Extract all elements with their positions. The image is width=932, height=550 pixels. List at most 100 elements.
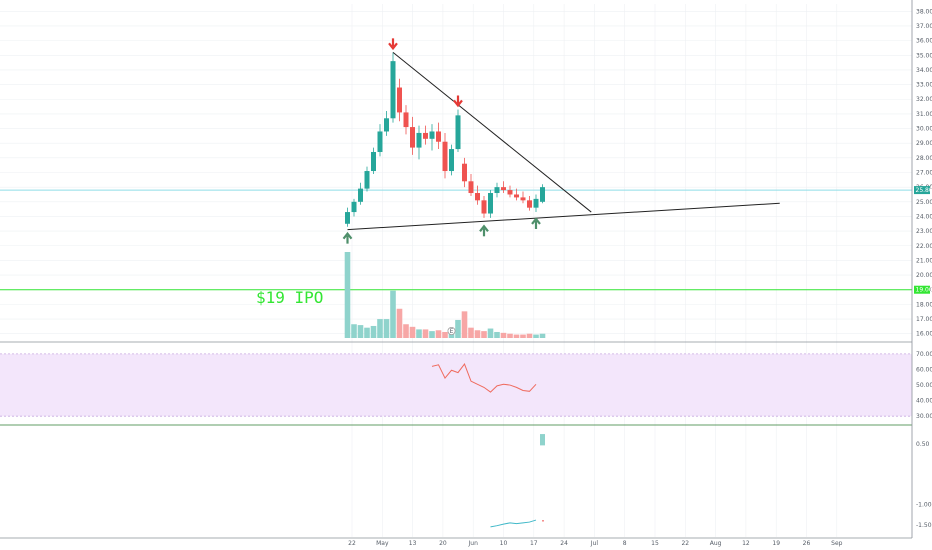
rsi-band — [0, 353, 912, 417]
price-tick-label: 33.00 — [916, 82, 932, 89]
price-tick-label: 35.00 — [916, 52, 932, 59]
volume-bar — [422, 329, 429, 338]
volume-bar — [513, 334, 520, 338]
candle-body — [436, 131, 441, 142]
time-tick-label: 8 — [623, 540, 627, 547]
ipo-label: $19 IPO — [256, 288, 323, 307]
candle-body — [533, 198, 539, 208]
price-tick-label: 37.00 — [916, 23, 932, 30]
volume-bar — [455, 319, 461, 338]
up-arrow-head — [342, 231, 353, 240]
volume-bar — [507, 333, 513, 338]
rsi-tick-label: 30.0000 — [916, 413, 932, 420]
oscillator-histogram-bar — [540, 434, 545, 446]
candle-body — [345, 212, 350, 224]
volume-bar — [487, 328, 494, 338]
volume-bar — [383, 319, 390, 338]
candle-body — [429, 131, 435, 139]
volume-bar — [364, 327, 370, 338]
price-tick-label: 28.00 — [916, 155, 932, 162]
volume-bar — [357, 325, 364, 338]
price-tick-label: 24.00 — [916, 213, 932, 220]
time-tick-label: 22 — [681, 540, 689, 547]
price-tick-label: 31.00 — [916, 111, 932, 118]
time-tick-label: 22 — [348, 540, 356, 547]
rsi-axis: 30.0000 40.0000 50.0000 60.0000 70.0000 — [916, 351, 932, 420]
candle-body — [527, 200, 532, 208]
price-tick-label: 18.00 — [916, 301, 932, 308]
volume-bar — [461, 311, 468, 338]
price-tick-label: 17.00 — [916, 316, 932, 323]
candle-body — [403, 112, 409, 128]
volume-bar — [409, 326, 416, 338]
price-axis-marker-label: 25.80 — [916, 187, 932, 194]
candle-body — [520, 197, 526, 201]
volume-bar — [403, 324, 409, 338]
down-arrow-head — [453, 99, 463, 108]
price-tick-label: 23.00 — [916, 228, 932, 235]
time-tick-label: Jun — [468, 540, 479, 547]
volume-bar — [481, 331, 487, 338]
time-tick-label: Sep — [831, 540, 843, 547]
price-axis: 16.00 17.00 18.00 19.00 20.00 21.00 22.00 23.00… — [914, 8, 932, 338]
candle-body — [397, 87, 402, 113]
down-arrow-head — [388, 42, 398, 51]
price-tick-label: 27.00 — [916, 170, 932, 177]
price-axis-marker-label: 19.00 — [916, 287, 932, 294]
down-arrow-marker — [388, 38, 398, 51]
trendline — [392, 51, 592, 213]
price-tick-label: 38.00 — [916, 8, 932, 15]
volume-event-badge[interactable]: E — [447, 326, 456, 335]
volume-bar — [539, 333, 546, 338]
volume-bar — [429, 331, 435, 338]
candle-body — [377, 131, 383, 152]
candle-body — [540, 187, 545, 202]
candle-body — [501, 187, 506, 191]
candle-body — [481, 200, 487, 214]
price-tick-label: 34.00 — [916, 67, 932, 74]
candle-body — [371, 151, 376, 172]
rsi-pane — [0, 353, 912, 417]
price-tick-label: 30.00 — [916, 126, 932, 133]
volume-bar — [442, 331, 448, 338]
oscillator-series-line — [490, 519, 537, 528]
down-arrow-marker — [453, 95, 463, 108]
candle-body — [494, 187, 500, 194]
time-tick-label: 15 — [651, 540, 659, 547]
up-arrow-head — [531, 217, 541, 225]
volume-bar — [494, 331, 500, 338]
up-arrow-head — [479, 224, 489, 233]
volume-bar — [351, 324, 357, 338]
time-tick-label: 20 — [439, 540, 447, 547]
trendline — [347, 202, 780, 231]
volume-bar — [390, 290, 396, 338]
volume-bar — [526, 333, 533, 338]
candle-body — [384, 118, 389, 132]
candle-body — [351, 201, 357, 213]
volume-bar — [370, 325, 377, 338]
oscillator-pane — [490, 434, 545, 528]
volume-bar — [377, 319, 383, 338]
volume-bar — [533, 334, 539, 338]
candle-body — [488, 193, 493, 214]
volume-bar — [396, 308, 403, 338]
rsi-tick-label: 70.0000 — [916, 351, 932, 358]
volume-bar — [468, 327, 474, 338]
price-axis-marker — [914, 285, 930, 294]
price-tick-label: 32.00 — [916, 96, 932, 103]
oscillator-histogram — [540, 434, 545, 446]
time-tick-label: 12 — [742, 540, 750, 547]
markers — [342, 38, 541, 244]
volume-bar — [416, 329, 422, 338]
time-tick-label: Jul — [590, 540, 599, 547]
volume-bar — [474, 330, 481, 338]
earnings-event-icon[interactable] — [447, 326, 456, 335]
volume-bar — [500, 332, 507, 338]
up-arrow-marker — [479, 224, 489, 237]
oscillator-tick-label: -1.50 — [916, 522, 932, 529]
volume-bar — [344, 252, 351, 338]
rsi-tick-label: 50.0000 — [916, 382, 932, 389]
candle-body — [364, 171, 370, 189]
oscillator-axis: 0.50 -1.00 -1.50 — [916, 441, 932, 529]
candle-body — [514, 194, 519, 198]
